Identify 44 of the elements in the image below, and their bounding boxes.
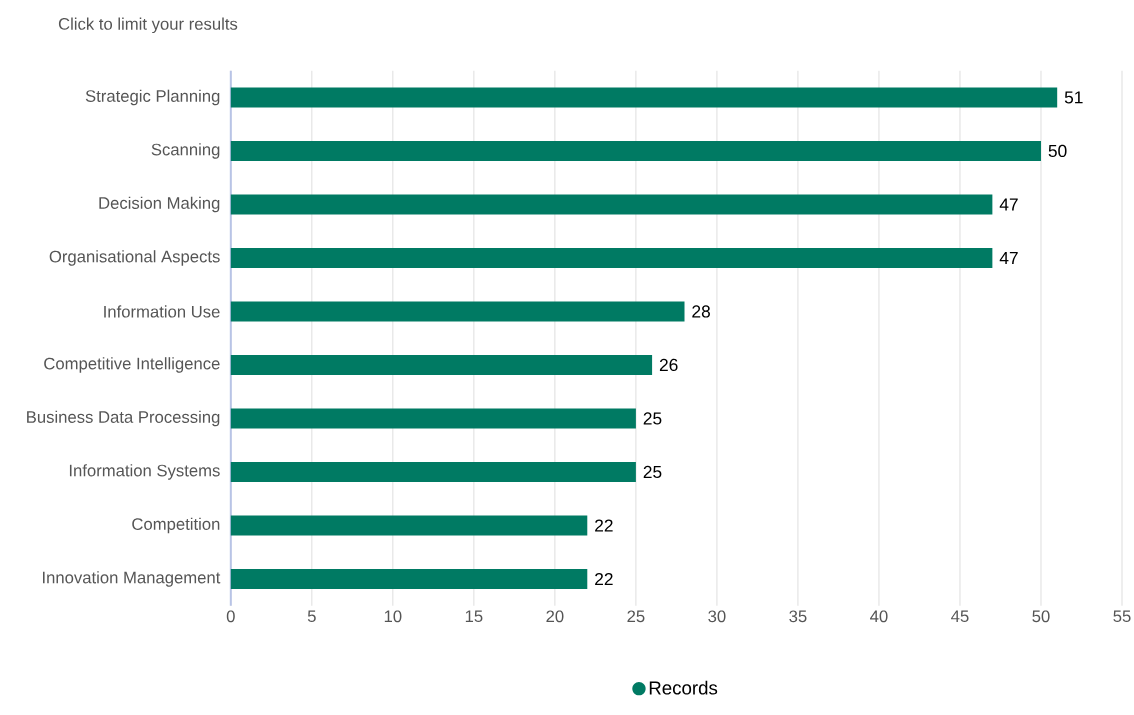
bar	[230, 194, 993, 215]
bar	[230, 515, 588, 536]
y-tick-label: Organisational Aspects	[49, 250, 220, 266]
data-label: 28	[692, 305, 710, 318]
legend-label: Records	[649, 680, 718, 695]
x-tick-label: 10	[384, 610, 402, 623]
x-tick-label: 35	[789, 610, 807, 623]
data-label: 50	[1048, 144, 1067, 158]
data-label: 47	[999, 251, 1018, 264]
data-label: 25	[643, 465, 662, 479]
y-tick-label: Information Systems	[69, 464, 220, 480]
data-label: 22	[595, 572, 613, 585]
bar	[230, 87, 1058, 108]
y-tick-label: Information Use	[104, 305, 220, 318]
bar	[230, 354, 653, 375]
x-tick-label: 25	[627, 610, 645, 623]
y-tick-label: Competitive Intelligence	[44, 357, 220, 373]
x-tick-label: 30	[708, 610, 726, 623]
bar	[230, 140, 1041, 161]
bar	[230, 408, 636, 429]
y-tick-label: Competition	[132, 517, 220, 534]
y-tick-label: Innovation Management	[43, 571, 221, 587]
y-tick-label: Scanning	[151, 143, 220, 159]
x-tick-label: 45	[951, 610, 969, 623]
data-label: 22	[595, 519, 613, 532]
data-label: 47	[999, 198, 1018, 211]
y-tick-label: Strategic Planning	[85, 89, 220, 106]
data-label: 26	[659, 358, 678, 372]
x-tick-label: 40	[870, 610, 888, 623]
x-tick-label: 0	[226, 610, 235, 623]
bar	[230, 301, 685, 322]
x-tick-label: 5	[307, 610, 316, 623]
x-tick-label: 15	[465, 610, 483, 623]
chart-title: Click to limit your results	[58, 17, 238, 34]
data-label: 51	[1064, 91, 1083, 104]
bar	[230, 568, 588, 589]
bar	[230, 461, 636, 482]
x-tick-label: 20	[546, 610, 564, 623]
x-tick-label: 50	[1032, 610, 1050, 623]
y-tick-label: Decision Making	[99, 196, 220, 213]
y-tick-label: Business Data Processing	[27, 410, 220, 427]
data-label: 25	[643, 412, 662, 425]
bar	[230, 247, 993, 268]
x-tick-label: 55	[1113, 610, 1131, 623]
